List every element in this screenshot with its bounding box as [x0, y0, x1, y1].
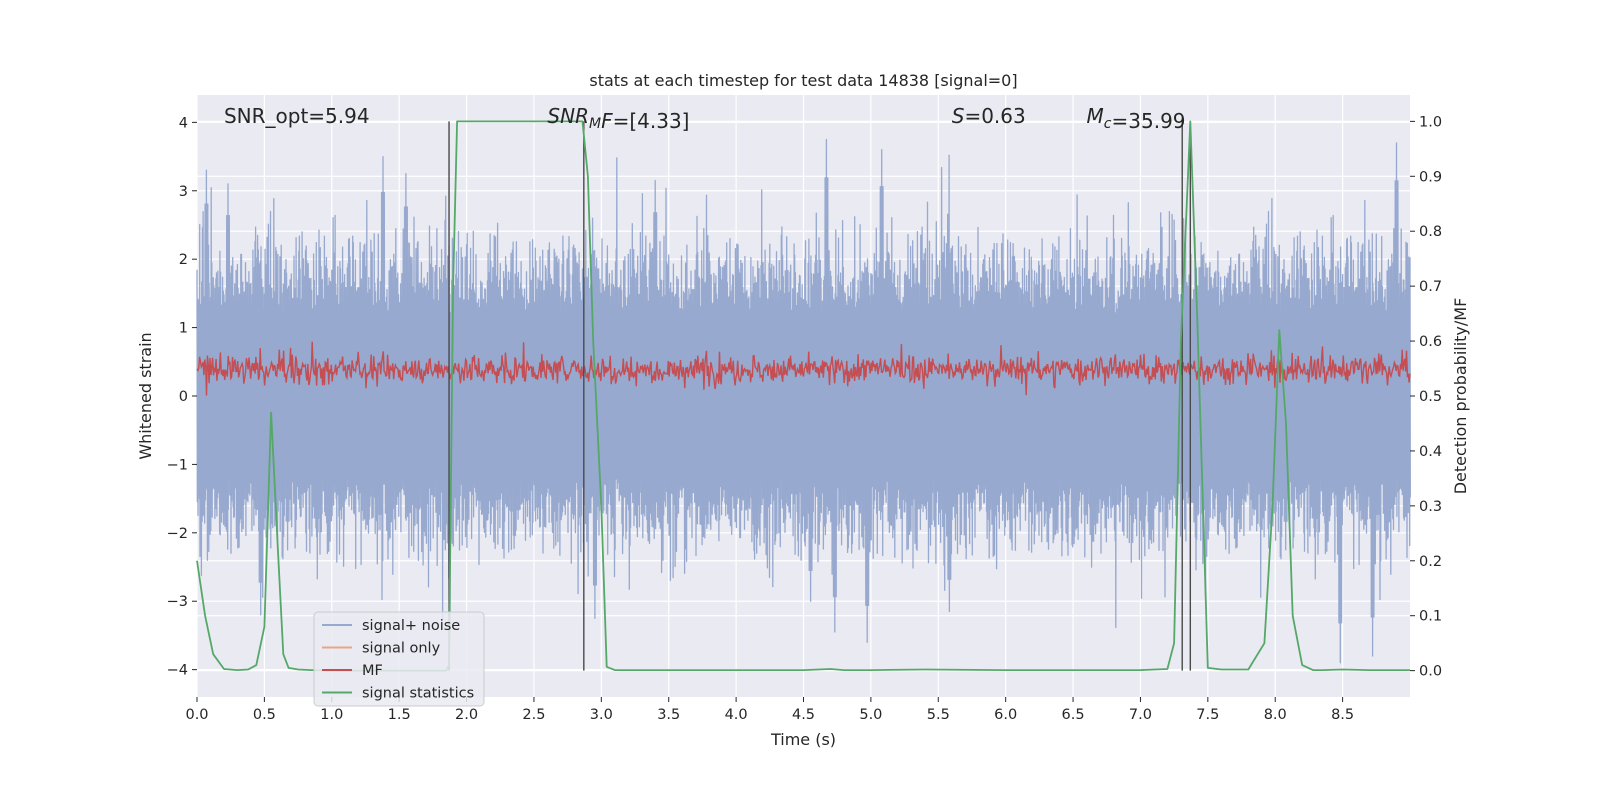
legend-label: signal statistics — [362, 686, 474, 702]
annotation-text: Mc=35.99 — [1087, 104, 1186, 133]
y-tick-label: 4 — [179, 115, 188, 131]
x-tick-label: 2.5 — [522, 707, 545, 723]
y-tick-label: 2 — [179, 252, 188, 268]
y2-tick-label: 0.5 — [1419, 389, 1442, 405]
x-tick-label: 8.5 — [1331, 707, 1354, 723]
y2-tick-label: 0.8 — [1419, 224, 1442, 240]
line-signal-statistics — [196, 120, 1410, 672]
y2-tick-label: 0.3 — [1419, 499, 1442, 515]
x-tick-label: 8.0 — [1264, 707, 1287, 723]
line-signal-noise — [196, 138, 1411, 664]
chart-title: stats at each timestep for test data 148… — [589, 71, 1017, 90]
y-axis-label: Whitened strain — [136, 332, 155, 459]
x-tick-label: 3.5 — [657, 707, 680, 723]
x-tick-label: 4.5 — [792, 707, 815, 723]
legend-label: signal+ noise — [362, 618, 460, 634]
y-tick-label: −4 — [167, 663, 188, 679]
series-mf — [196, 341, 1411, 396]
annotation-text: SNR_opt=5.94 — [224, 104, 370, 128]
y2-axis-ticks: 1.0 0.9 0.8 0.7 0.6 0.5 0.4 0.3 0.2 0.1 0.0 — [1410, 114, 1442, 680]
annotation-text: S=0.63 — [952, 104, 1026, 128]
x-tick-label: 4.0 — [725, 707, 748, 723]
y2-tick-label: 0.0 — [1419, 664, 1442, 680]
x-tick-label: 6.5 — [1062, 707, 1085, 723]
annotation-text: SNRMF=[4.33] — [547, 104, 689, 133]
y2-tick-label: 1.0 — [1419, 114, 1442, 130]
x-tick-label: 3.0 — [590, 707, 613, 723]
x-tick-label: 1.0 — [320, 707, 343, 723]
x-tick-label: 0.5 — [253, 707, 276, 723]
y-tick-label: −2 — [167, 526, 188, 542]
y2-tick-label: 0.6 — [1419, 334, 1442, 350]
line-mf — [196, 341, 1411, 396]
x-tick-label: 7.0 — [1129, 707, 1152, 723]
y2-axis-label: Detection probability/MF — [1451, 298, 1470, 495]
x-tick-label: 5.5 — [927, 707, 950, 723]
legend-box — [313, 611, 485, 707]
y-tick-label: 3 — [179, 184, 188, 200]
x-tick-label: 7.5 — [1196, 707, 1219, 723]
y-axis-ticks: 4 3 2 1 0 −1 −2 −3 −4 — [167, 115, 197, 679]
x-tick-label: 2.0 — [455, 707, 478, 723]
x-tick-label: 0.0 — [185, 707, 208, 723]
y2-tick-label: 0.9 — [1419, 169, 1442, 185]
y-tick-label: 0 — [179, 389, 188, 405]
legend-label: signal only — [362, 641, 441, 657]
x-axis-ticks: 0.0 0.5 1.0 1.5 2.0 2.5 3.0 3.5 4.0 4.5 5.0 5.5 6.0 6… — [185, 697, 1354, 723]
legend-label: MF — [362, 663, 383, 679]
legend: signal+ noise signal only MF signal statist… — [313, 611, 485, 707]
y2-tick-label: 0.1 — [1419, 609, 1442, 625]
series-signal-noise — [196, 138, 1411, 664]
x-axis-label: Time (s) — [770, 730, 836, 749]
x-tick-label: 1.5 — [388, 707, 411, 723]
y-tick-label: −3 — [167, 594, 188, 610]
y2-tick-label: 0.2 — [1419, 554, 1442, 570]
y-tick-label: −1 — [167, 457, 188, 473]
series-signal-statistics — [196, 120, 1410, 672]
x-tick-label: 5.0 — [859, 707, 882, 723]
y2-tick-label: 0.7 — [1419, 279, 1442, 295]
y2-tick-label: 0.4 — [1419, 444, 1442, 460]
annotations: SNR_opt=5.94 SNRMF=[4.33] S=0.63 Mc=35.99 — [224, 104, 1186, 133]
y-tick-label: 1 — [179, 321, 188, 337]
x-tick-label: 6.0 — [994, 707, 1017, 723]
